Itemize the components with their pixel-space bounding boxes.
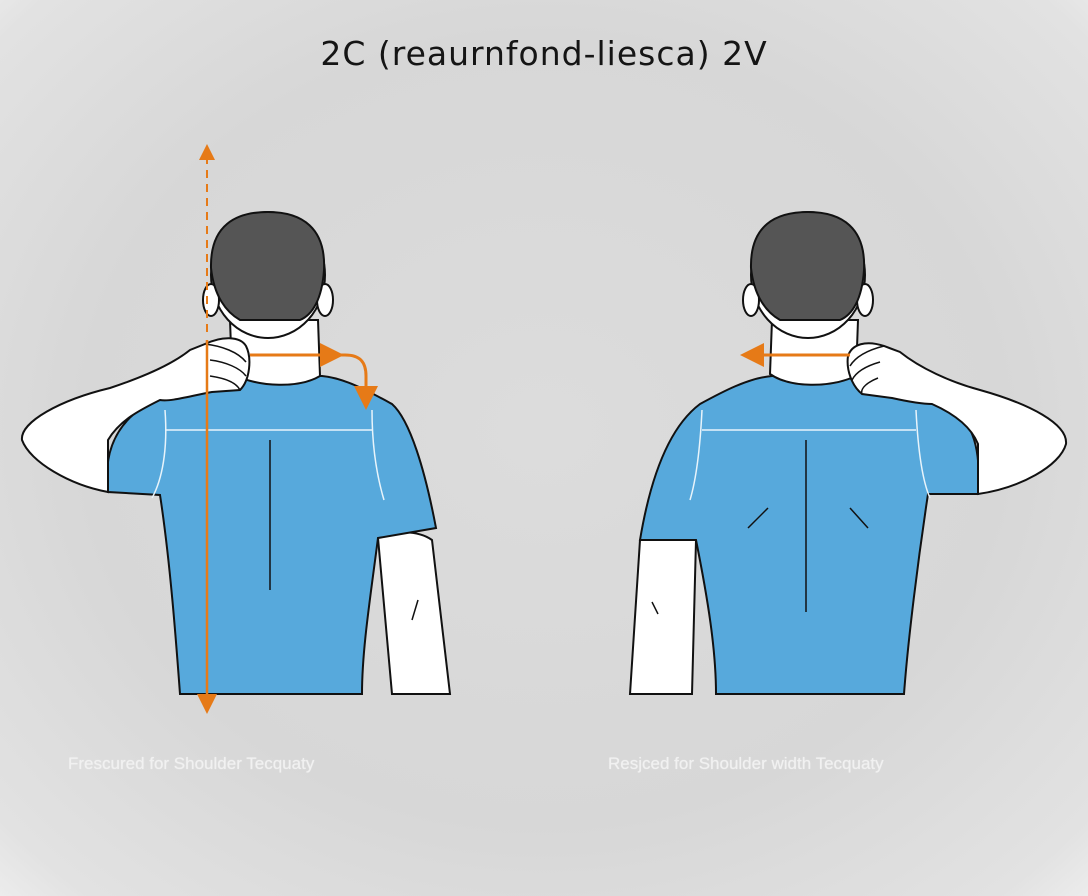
right-figure [628,210,1068,695]
left-neck-to-shoulder-arrow [250,353,378,410]
right-figure-raised-arm [846,342,1068,496]
right-figure-hanging-arm [628,530,698,695]
left-caption: Frescured for Shoulder Tecquaty [68,754,315,773]
left-figure-raised-arm [20,337,251,494]
left-figure-hair [209,210,326,321]
right-figure-hair [749,210,866,321]
left-figure [20,144,452,714]
diagram-title: 2C (reaurnfond-liesca) 2V [320,34,768,73]
left-figure-shirt [105,375,438,695]
right-caption: Resjced for Shoulder width Tecquaty [608,754,884,773]
